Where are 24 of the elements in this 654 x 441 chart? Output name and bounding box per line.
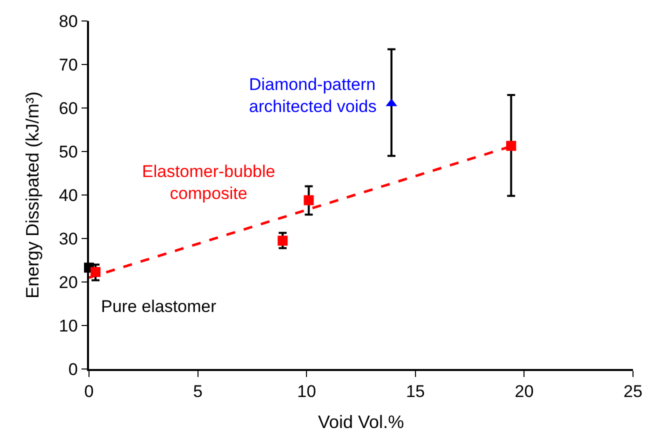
series-label: Diamond-pattern architected voids bbox=[249, 75, 377, 116]
x-tick-label: 25 bbox=[624, 382, 642, 402]
x-tick-label: 15 bbox=[406, 382, 425, 402]
x-tick-label: 5 bbox=[193, 382, 203, 402]
point bbox=[304, 195, 314, 206]
y-tick-label: 20 bbox=[58, 272, 78, 292]
x-tick-label: 20 bbox=[514, 382, 534, 402]
x-tick-label: 10 bbox=[297, 382, 316, 402]
x-axis-title: Void Vol.% bbox=[318, 412, 404, 432]
x-tick-label: 0 bbox=[84, 382, 94, 402]
y-tick-label: 80 bbox=[58, 12, 78, 31]
point bbox=[90, 267, 101, 277]
y-tick-label: 10 bbox=[58, 316, 78, 336]
y-tick-label: 60 bbox=[58, 98, 78, 118]
series-label: Elastomer-bubble composite bbox=[142, 162, 276, 204]
point bbox=[506, 140, 516, 151]
point bbox=[278, 236, 288, 246]
y-tick-label: 0 bbox=[68, 360, 78, 379]
y-tick-label: 40 bbox=[58, 186, 78, 205]
y-tick-label: 50 bbox=[58, 142, 78, 162]
y-tick-label: 30 bbox=[58, 229, 78, 248]
y-axis-title: Energy Dissipated (kJ/m³) bbox=[22, 91, 43, 299]
series-label: Pure elastomer bbox=[101, 297, 217, 316]
y-tick-label: 70 bbox=[58, 55, 78, 74]
